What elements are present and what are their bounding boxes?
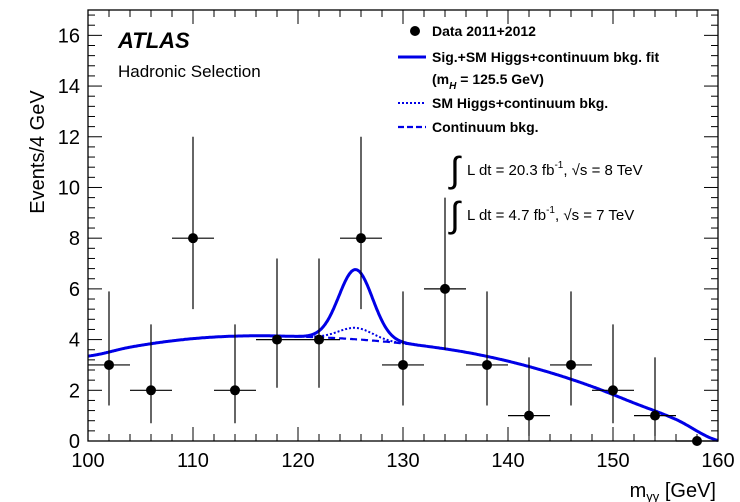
y-tick-label: 4 — [69, 330, 80, 352]
x-tick-labels: 100 110 120 130 140 150 160 — [71, 450, 734, 472]
data-point — [592, 324, 634, 424]
data-point — [88, 291, 130, 406]
data-marker — [482, 359, 492, 370]
data-points — [88, 136, 718, 446]
y-tick-label: 8 — [69, 228, 80, 250]
data-marker — [272, 334, 282, 345]
data-marker — [650, 410, 660, 421]
x-tick-label: 110 — [177, 450, 209, 472]
y-tick-label: 10 — [58, 177, 80, 199]
x-tick-label: 120 — [281, 450, 314, 472]
data-marker — [356, 233, 366, 244]
data-marker — [566, 359, 576, 370]
lumi-line-7tev: L dt = 4.7 fb-1, √s = 7 TeV — [467, 205, 634, 224]
data-point — [340, 136, 382, 310]
data-marker — [524, 410, 534, 421]
legend-sm-label: SM Higgs+continuum bkg. — [432, 95, 608, 111]
legend-fit-label: Sig.+SM Higgs+continuum bkg. fit — [432, 49, 659, 65]
x-tick-label: 140 — [491, 450, 524, 472]
x-axis-label: mγγ [GeV] — [630, 480, 716, 502]
legend-data-label: Data 2011+2012 — [432, 23, 536, 39]
x-tick-label: 130 — [386, 450, 419, 472]
data-marker — [314, 334, 324, 345]
axis-ticks — [87, 10, 719, 442]
y-tick-label: 14 — [58, 76, 80, 98]
atlas-label: ATLAS — [117, 28, 190, 53]
y-tick-label: 12 — [58, 127, 80, 149]
x-tick-label: 100 — [71, 450, 104, 472]
data-point — [634, 357, 676, 436]
data-point — [172, 136, 214, 310]
luminosity-info: ∫ L dt = 20.3 fb-1, √s = 8 TeV ∫ L dt = … — [448, 149, 643, 235]
y-tick-labels: 0 2 4 6 8 10 12 14 16 — [58, 25, 80, 453]
data-point — [214, 324, 256, 424]
data-marker — [398, 359, 408, 370]
data-point — [256, 258, 298, 388]
y-tick-label: 0 — [69, 431, 80, 453]
x-tick-label: 160 — [701, 450, 734, 472]
data-marker — [188, 233, 198, 244]
lumi-line-8tev: L dt = 20.3 fb-1, √s = 8 TeV — [467, 160, 643, 179]
data-point — [382, 291, 424, 406]
data-point — [550, 291, 592, 406]
x-tick-label: 150 — [596, 450, 629, 472]
data-marker — [440, 283, 450, 294]
data-point — [466, 291, 508, 406]
integral-sign: ∫ — [448, 194, 462, 235]
legend: Data 2011+2012 Sig.+SM Higgs+continuum b… — [398, 23, 659, 135]
data-point — [130, 324, 172, 424]
y-tick-label: 2 — [69, 380, 80, 402]
data-point — [424, 197, 466, 350]
legend-mass-label: (mH = 125.5 GeV) — [432, 71, 544, 92]
data-point — [508, 357, 550, 436]
y-tick-label: 6 — [69, 279, 80, 301]
data-marker — [104, 359, 114, 370]
legend-data-marker — [410, 26, 420, 36]
plot-frame — [87, 9, 719, 442]
data-point — [298, 258, 340, 388]
legend-cont-label: Continuum bkg. — [432, 119, 539, 135]
data-marker — [146, 385, 156, 396]
data-marker — [230, 385, 240, 396]
data-marker — [608, 385, 618, 396]
integral-sign: ∫ — [448, 149, 462, 190]
y-tick-label: 16 — [58, 25, 80, 47]
y-axis-label: Events/4 GeV — [27, 90, 49, 214]
selection-label: Hadronic Selection — [118, 62, 261, 81]
